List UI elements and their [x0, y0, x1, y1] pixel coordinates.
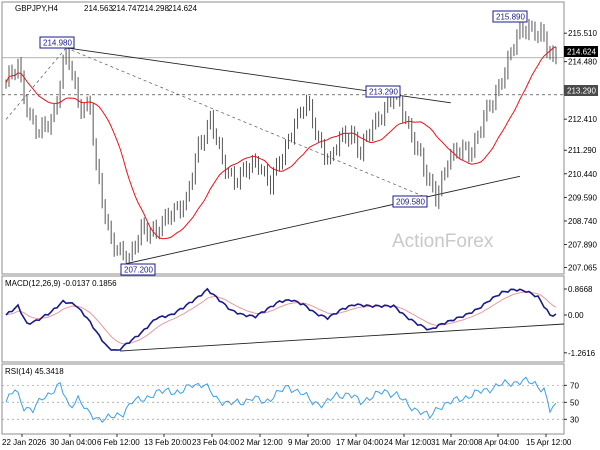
- rsi-y-tick-label: 30: [570, 415, 579, 424]
- x-tick-label: 8 Apr 04:00: [478, 438, 519, 447]
- x-tick-label: 2 Mar 12:00: [240, 438, 283, 447]
- current-price-tag: 214.624: [564, 46, 598, 57]
- x-tick-label: 31 Mar 20:00: [431, 438, 479, 447]
- annotation-207200: 207.200: [120, 263, 156, 276]
- rsi-pane-frame: [1, 363, 565, 435]
- price-y-tick-label: 212.410: [568, 115, 597, 124]
- price-y-axis: 215.510214.480213.450212.410211.290210.4…: [564, 29, 597, 272]
- watermark: ActionForex: [392, 231, 494, 252]
- price-y-tick-label: 210.440: [568, 170, 597, 179]
- x-tick-label: 17 Mar 04:00: [336, 438, 384, 447]
- macd-pane: MACD(12,26,9) -0.0137 0.1856 0.8668 0.00 -…: [1, 275, 596, 363]
- macd-label: MACD(12,26,9) -0.0137 0.1856: [5, 279, 117, 288]
- dotted-trendline-mid: [65, 47, 427, 198]
- lower-trendline: [126, 175, 521, 265]
- price-header-high: 214.747: [112, 4, 141, 13]
- annotation-215890: 215.890: [492, 10, 528, 23]
- price-y-tick-label: 208.740: [568, 217, 597, 226]
- x-tick-label: 9 Mar 20:00: [288, 438, 331, 447]
- x-tick-label: 15 Apr 12:00: [526, 438, 572, 447]
- rsi-y-tick-label: 70: [570, 381, 579, 390]
- rsi-line: [2, 376, 564, 423]
- macd-trendline: [120, 323, 565, 352]
- annotation-213290: 213.290: [365, 85, 401, 98]
- price-pane: ActionForex 215.510214.480213.450212.410…: [1, 1, 598, 276]
- price-header-symbol: GBPJPY,H4: [15, 4, 59, 13]
- moving-average: [5, 46, 557, 240]
- x-tick-label: 13 Feb 20:00: [144, 438, 192, 447]
- x-axis: 22 Jan 2026 30 Jan 04:00 6 Feb 12:00 13 Feb…: [2, 434, 572, 447]
- macd-y-axis: 0.8668 0.00 -1.2616: [564, 285, 596, 358]
- rsi-y-axis: 70 50 30: [564, 381, 579, 424]
- rsi-line: [5, 376, 557, 423]
- macd-y-tick-label: 0.8668: [568, 285, 593, 294]
- annotation-213290-label: 213.290: [369, 88, 398, 97]
- rsi-y-tick-label: 50: [570, 398, 579, 407]
- price-bars: [5, 18, 557, 268]
- macd-line: [5, 287, 557, 351]
- price-header-close: 214.624: [168, 4, 197, 13]
- price-header-open: 214.563: [84, 4, 113, 13]
- price-gridlines: [2, 57, 564, 96]
- x-tick-label: 30 Jan 04:00: [50, 438, 97, 447]
- annotation-214980-label: 214.980: [43, 39, 72, 48]
- annotation-215890-label: 215.890: [496, 13, 525, 22]
- level-tag-label: 213.290: [567, 87, 596, 96]
- price-y-tick-label: 215.510: [568, 29, 597, 38]
- macd-pane-frame: [1, 275, 565, 363]
- annotation-209580: 209.580: [392, 195, 428, 208]
- macd-lines: [5, 287, 565, 352]
- annotation-209580-label: 209.580: [396, 198, 425, 207]
- macd-signal-line: [5, 291, 557, 345]
- price-y-tick-label: 214.480: [568, 58, 597, 67]
- x-tick-label: 6 Feb 12:00: [97, 438, 140, 447]
- price-header-low: 214.298: [140, 4, 169, 13]
- x-tick-label: 22 Jan 2026: [2, 438, 47, 447]
- x-tick-label: 23 Feb 04:00: [192, 438, 240, 447]
- macd-y-tick-label: 0.00: [568, 311, 584, 320]
- price-y-tick-label: 207.890: [568, 241, 597, 250]
- annotation-214980: 214.980: [39, 36, 75, 49]
- macd-y-tick-label: -1.2616: [568, 349, 596, 358]
- rsi-pane: RSI(14) 45.3418 70 50 30: [1, 363, 579, 435]
- price-y-tick-label: 209.590: [568, 193, 597, 202]
- price-pane-frame: [1, 1, 565, 275]
- rsi-label: RSI(14) 45.3418: [5, 367, 64, 376]
- current-price-tag-label: 214.624: [567, 48, 596, 57]
- annotation-207200-label: 207.200: [124, 266, 153, 275]
- moving-average-line: [5, 46, 557, 240]
- price-y-tick-label: 211.290: [568, 146, 597, 155]
- price-y-tick-label: 207.065: [568, 263, 597, 272]
- level-tag: 213.290: [564, 85, 598, 96]
- x-tick-label: 24 Mar 12:00: [384, 438, 432, 447]
